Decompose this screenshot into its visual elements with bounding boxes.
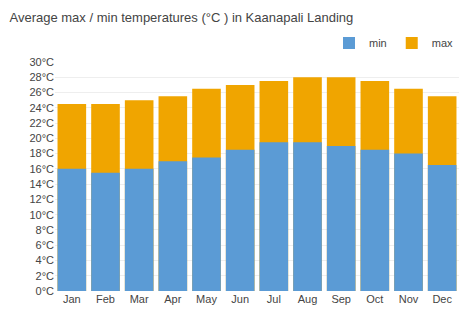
svg-text:Average max / min temperatures: Average max / min temperatures (°C ) in … bbox=[9, 10, 353, 25]
svg-text:26°C: 26°C bbox=[29, 86, 54, 98]
svg-text:22°C: 22°C bbox=[29, 117, 54, 129]
svg-text:16°C: 16°C bbox=[29, 163, 54, 175]
svg-text:28°C: 28°C bbox=[29, 71, 54, 83]
svg-text:10°C: 10°C bbox=[29, 209, 54, 221]
svg-text:Feb: Feb bbox=[96, 293, 115, 305]
svg-text:max: max bbox=[432, 37, 453, 49]
svg-text:14°C: 14°C bbox=[29, 178, 54, 190]
svg-text:18°C: 18°C bbox=[29, 147, 54, 159]
svg-text:Jan: Jan bbox=[63, 293, 81, 305]
svg-text:Jun: Jun bbox=[231, 293, 249, 305]
svg-text:Jul: Jul bbox=[267, 293, 281, 305]
svg-text:8°C: 8°C bbox=[36, 224, 55, 236]
svg-text:Apr: Apr bbox=[164, 293, 181, 305]
svg-text:Mar: Mar bbox=[130, 293, 149, 305]
svg-text:May: May bbox=[196, 293, 217, 305]
svg-text:Oct: Oct bbox=[366, 293, 383, 305]
svg-text:12°C: 12°C bbox=[29, 193, 54, 205]
svg-text:Sep: Sep bbox=[331, 293, 351, 305]
svg-text:4°C: 4°C bbox=[36, 254, 55, 266]
svg-text:6°C: 6°C bbox=[36, 239, 55, 251]
svg-text:2°C: 2°C bbox=[36, 270, 55, 282]
svg-text:30°C: 30°C bbox=[29, 56, 54, 68]
svg-text:Dec: Dec bbox=[432, 293, 452, 305]
svg-text:Aug: Aug bbox=[298, 293, 318, 305]
svg-text:24°C: 24°C bbox=[29, 102, 54, 114]
svg-text:min: min bbox=[369, 37, 387, 49]
svg-text:Nov: Nov bbox=[399, 293, 419, 305]
svg-text:0°C: 0°C bbox=[36, 285, 55, 297]
svg-text:20°C: 20°C bbox=[29, 132, 54, 144]
